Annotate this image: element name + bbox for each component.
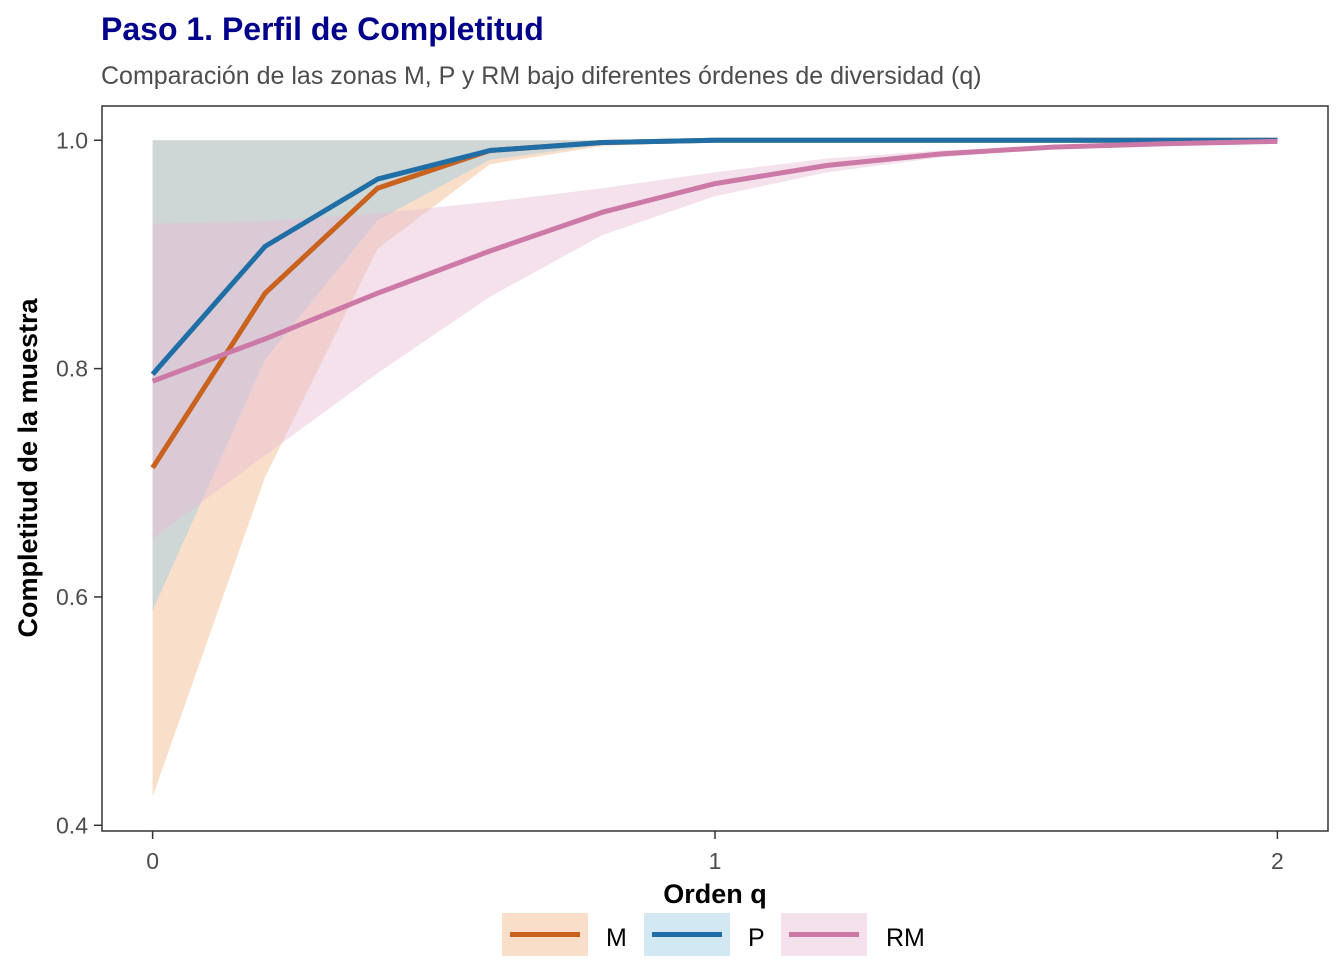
legend: M P RM xyxy=(502,913,925,956)
legend-item-p: P xyxy=(644,913,765,956)
y-tick-label: 0.6 xyxy=(56,584,88,610)
y-axis: 0.4 0.6 0.8 1.0 xyxy=(56,127,102,838)
legend-label: M xyxy=(606,924,627,952)
y-axis-title: Completitud de la muestra xyxy=(13,297,43,637)
legend-item-rm: RM xyxy=(781,913,925,956)
x-tick-label: 2 xyxy=(1271,848,1284,874)
line-p xyxy=(150,137,1278,376)
legend-item-m: M xyxy=(502,913,627,956)
chart-subtitle: Comparación de las zonas M, P y RM bajo … xyxy=(101,62,982,90)
y-tick-label: 1.0 xyxy=(56,127,88,153)
x-axis: 0 1 2 xyxy=(146,831,1284,874)
x-tick-label: 1 xyxy=(709,848,722,874)
chart-title: Paso 1. Perfil de Completitud xyxy=(101,11,544,47)
band-rm xyxy=(152,141,1278,539)
x-tick-label: 0 xyxy=(146,848,159,874)
series-lines xyxy=(150,137,1278,470)
band-p xyxy=(152,140,1278,611)
y-tick-label: 0.8 xyxy=(56,356,88,382)
legend-label: RM xyxy=(886,924,925,952)
band-m xyxy=(152,140,1278,797)
line-rm xyxy=(151,138,1278,384)
y-tick-label: 0.4 xyxy=(56,812,88,838)
confidence-bands xyxy=(152,140,1278,797)
x-axis-title: Orden q xyxy=(663,879,767,909)
legend-label: P xyxy=(748,924,765,952)
